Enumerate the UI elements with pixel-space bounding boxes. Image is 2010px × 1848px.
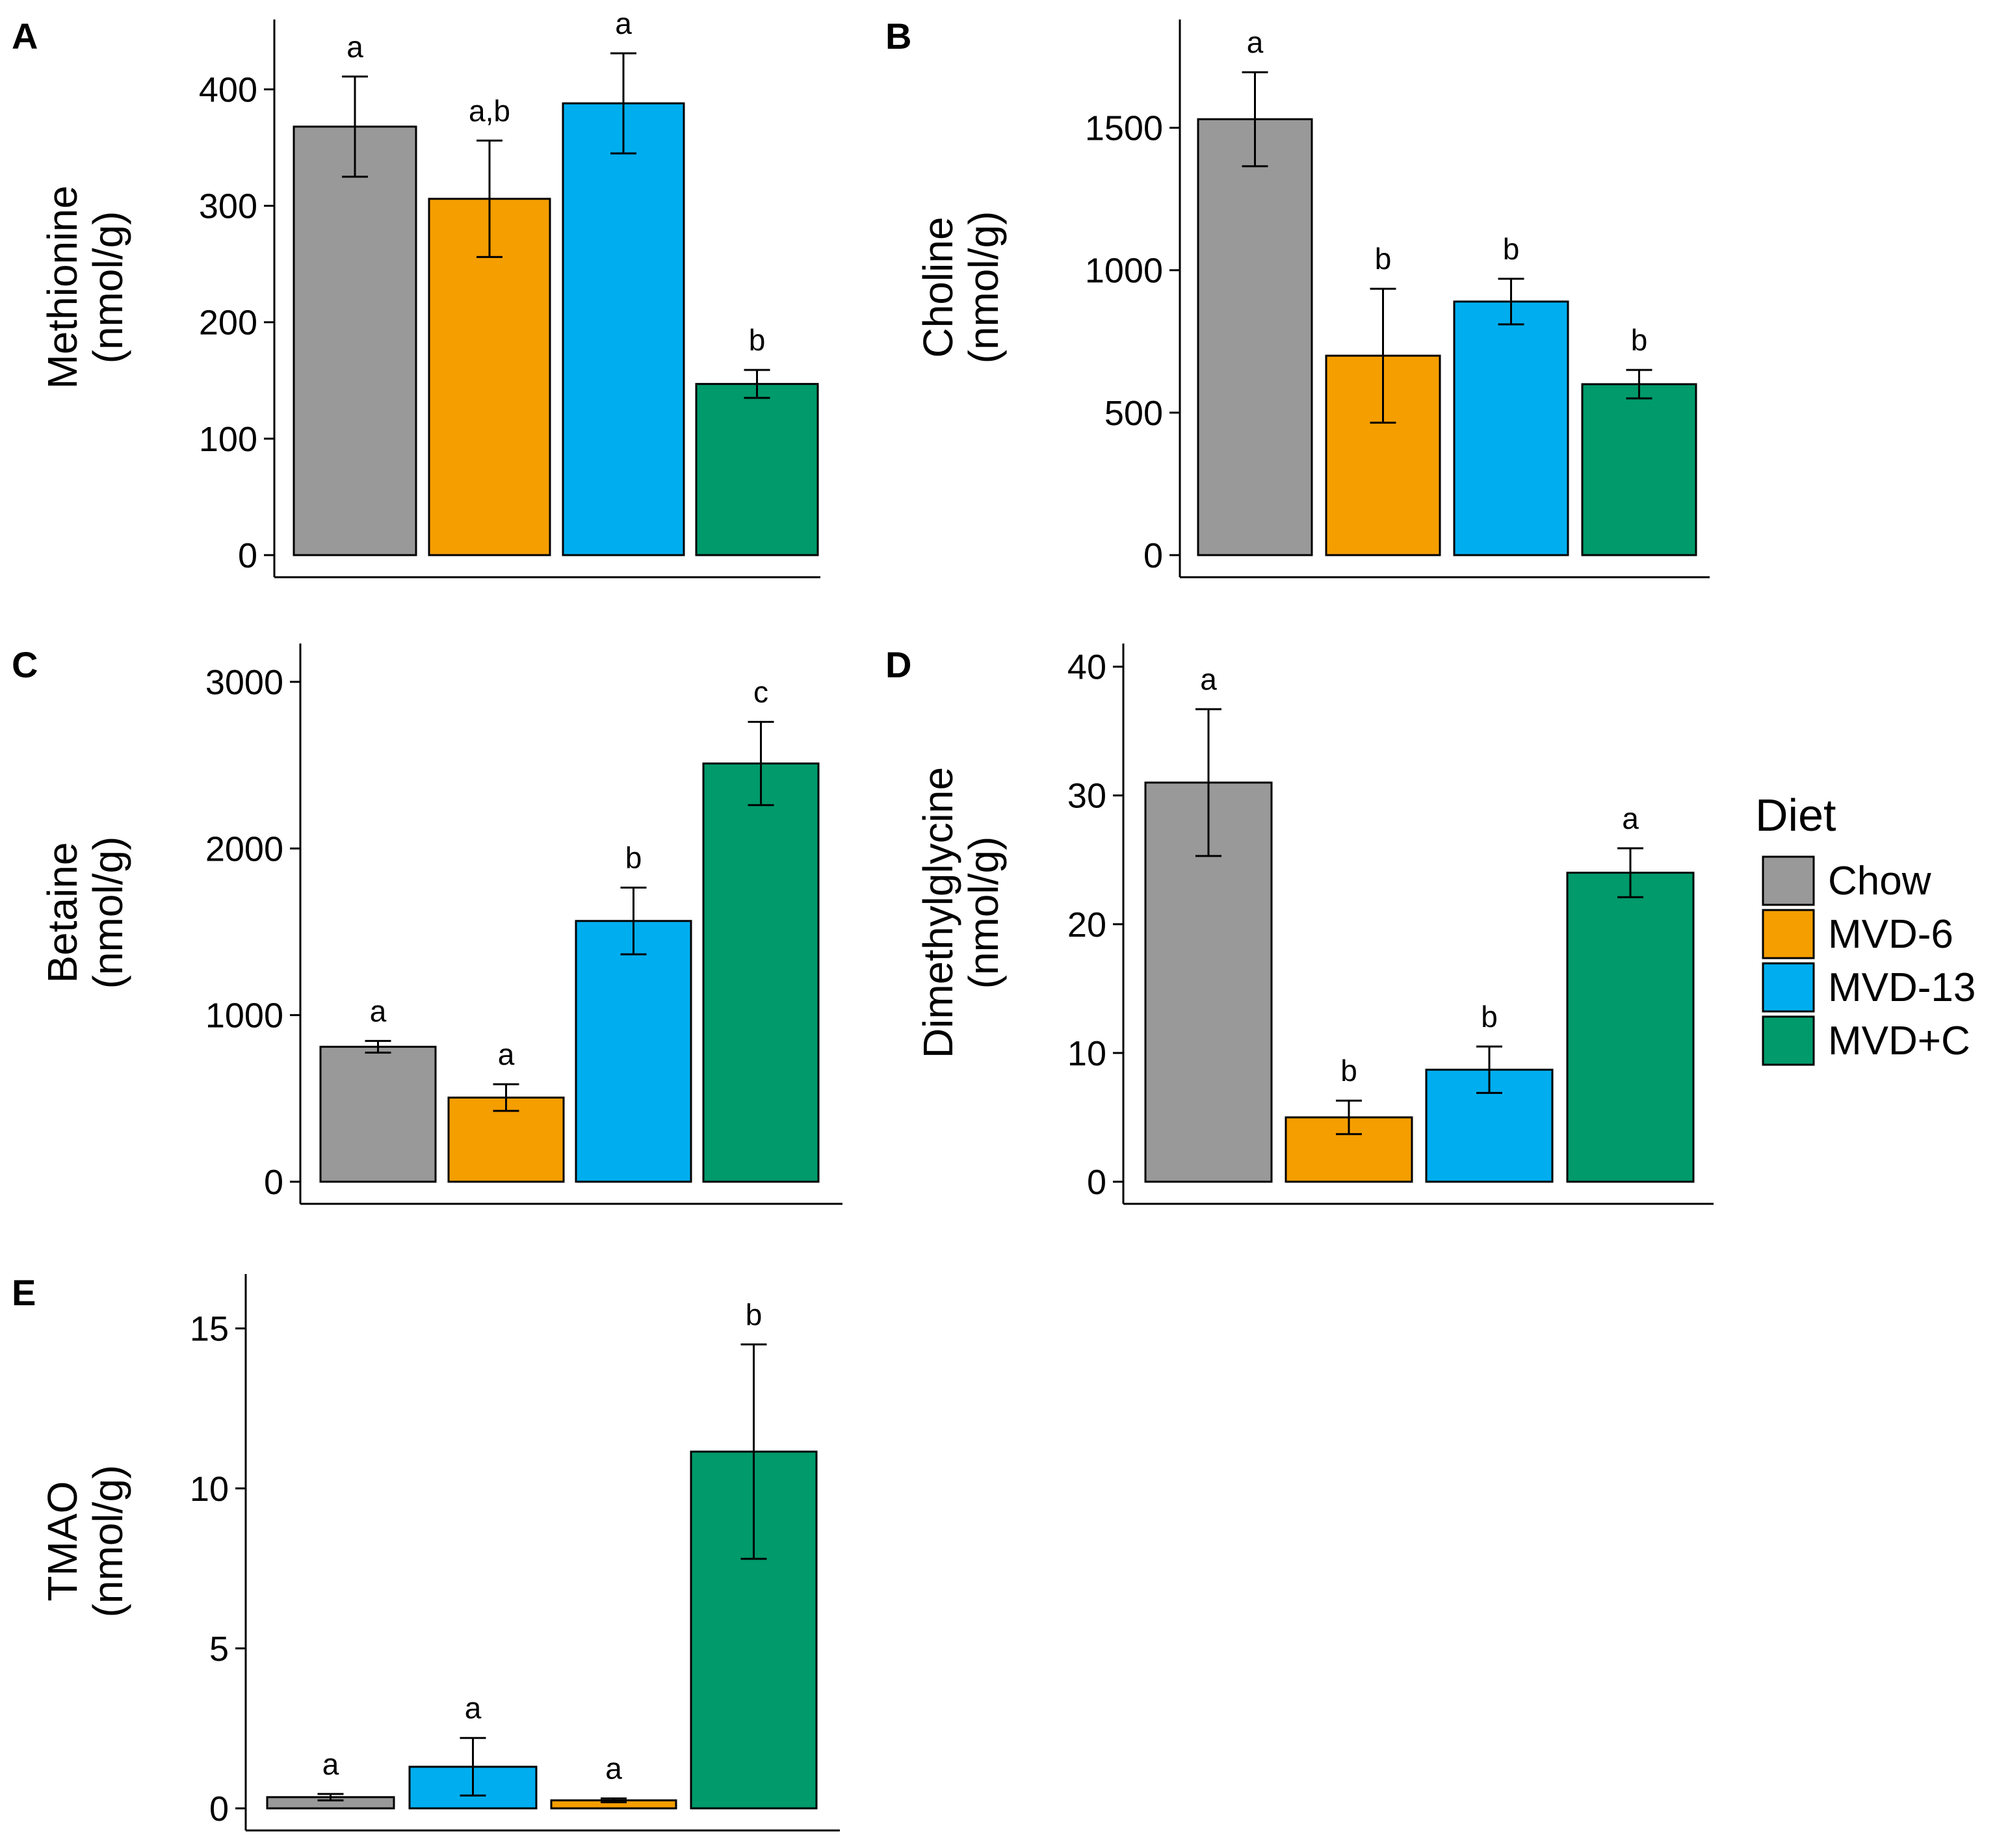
significance-label: a [346, 30, 363, 64]
bar-mvd-13 [562, 102, 685, 556]
bar-mvd-13 [1453, 300, 1569, 556]
significance-label: a [1247, 25, 1264, 59]
panel-label: D [885, 644, 911, 685]
y-tick-label: 500 [1104, 394, 1163, 433]
significance-label: a [498, 1037, 515, 1071]
bar-chow [1197, 118, 1313, 556]
y-tick-label: 100 [199, 420, 257, 459]
bar-mvd-13 [575, 920, 692, 1183]
significance-label: b [1340, 1054, 1357, 1087]
legend-swatch [1762, 855, 1815, 906]
y-tick-label: 0 [1087, 1163, 1106, 1202]
panel-a: A 0 100 200 300 400 Methionine(nmol/g) a a,b a b [12, 7, 820, 579]
y-axis-title-line: TMAO [39, 1481, 86, 1602]
y-tick-label: 1500 [1085, 109, 1163, 148]
legend-label: Chow [1828, 859, 1931, 904]
legend-swatch [1762, 909, 1815, 959]
legend-label: MVD-6 [1828, 912, 1953, 957]
significance-label: b [1503, 232, 1520, 266]
significance-label: b [1375, 242, 1392, 276]
y-axis-title: TMAO(nmol/g) [39, 1465, 131, 1618]
bar-mvd-c [695, 383, 819, 556]
significance-label: a,b [469, 94, 510, 127]
significance-label: b [746, 1297, 763, 1331]
y-axis-title-line: Dimethylglycine [915, 767, 961, 1058]
significance-label: a [370, 994, 387, 1028]
y-tick-label: 30 [1067, 777, 1106, 816]
bar-chow [293, 125, 417, 556]
y-axis-title: Betaine(nmol/g) [39, 837, 131, 989]
y-tick-label: 0 [1143, 536, 1163, 575]
y-tick-label: 3000 [205, 663, 283, 702]
y-tick-label: 5 [209, 1630, 229, 1669]
y-tick-label: 1000 [1085, 252, 1163, 291]
y-axis-title-line: Betaine [39, 842, 86, 983]
panel-d: D 0 10 20 30 40 Dimethylglycine(nmol/g) a b b a [885, 644, 1714, 1205]
legend-label: MVD+C [1828, 1019, 1970, 1063]
y-tick-label: 20 [1067, 905, 1106, 944]
significance-label: b [749, 323, 766, 357]
bar-mvd-c [702, 762, 820, 1183]
legend: Diet Chow MVD-6 MVD-13 MVD+C [1755, 790, 1976, 1066]
y-axis-title: Methionine(nmol/g) [39, 185, 131, 389]
panel-b: B 0 500 1000 1500 Choline(nmol/g) a b b b [885, 16, 1710, 579]
y-tick-label: 300 [199, 187, 257, 226]
y-tick-label: 10 [1067, 1034, 1106, 1073]
significance-label: b [1481, 1000, 1498, 1034]
legend-title: Diet [1755, 790, 1836, 840]
legend-label: MVD-13 [1828, 965, 1976, 1010]
significance-label: b [1631, 323, 1648, 357]
bar-mvd-c [1581, 383, 1697, 556]
y-axis-title: Choline(nmol/g) [915, 211, 1007, 364]
y-axis-title-line: Methionine [39, 185, 86, 389]
y-axis-title-line: (nmol/g) [960, 211, 1007, 364]
y-tick-label: 0 [238, 536, 257, 575]
significance-label: a [465, 1691, 482, 1725]
y-axis-title-line: (nmol/g) [85, 1465, 131, 1618]
y-tick-label: 40 [1067, 648, 1106, 687]
y-axis-title-line: (nmol/g) [960, 837, 1007, 989]
y-axis-title-line: (nmol/g) [85, 211, 131, 364]
y-axis-title: Dimethylglycine(nmol/g) [915, 767, 1007, 1058]
panel-label: E [12, 1272, 36, 1313]
legend-swatch [1762, 962, 1815, 1013]
y-tick-label: 0 [264, 1163, 283, 1202]
panel-label: C [12, 644, 38, 685]
y-tick-label: 400 [199, 70, 257, 109]
significance-label: b [625, 841, 642, 875]
y-tick-label: 2000 [205, 829, 283, 868]
significance-label: c [753, 675, 768, 709]
panel-c: C 0 1000 2000 3000 Betaine(nmol/g) a a b c [12, 644, 842, 1205]
y-tick-label: 0 [209, 1789, 229, 1828]
y-tick-label: 10 [190, 1470, 229, 1509]
bar-mvd-c [1566, 872, 1695, 1183]
significance-label: a [1622, 801, 1639, 835]
significance-label: a [605, 1752, 622, 1786]
y-tick-label: 15 [190, 1310, 229, 1349]
bar-chow [319, 1045, 437, 1183]
y-tick-label: 1000 [205, 996, 283, 1035]
panels-layer: A0100200300400Methionine(nmol/g)aa,babB0… [12, 7, 1714, 1832]
significance-label: a [1200, 662, 1217, 696]
y-axis-title-line: (nmol/g) [85, 837, 131, 989]
panel-label: B [885, 16, 911, 57]
significance-label: a [615, 7, 632, 40]
y-tick-label: 200 [199, 304, 257, 343]
y-axis-title-line: Choline [915, 216, 961, 358]
panel-e: E 0 5 10 15 TMAO(nmol/g) a a a b [12, 1272, 840, 1832]
legend-swatch [1762, 1015, 1815, 1066]
significance-label: a [322, 1747, 339, 1781]
panel-label: A [12, 16, 38, 57]
